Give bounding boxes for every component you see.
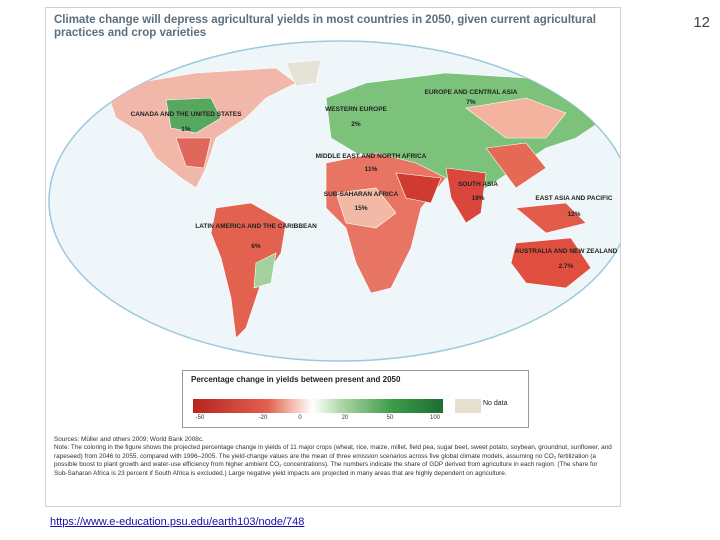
no-data-label: No data bbox=[483, 400, 508, 407]
land-pink bbox=[335, 187, 397, 229]
note: Note: The coloring in the figure shows t… bbox=[54, 444, 612, 477]
source-link[interactable]: https://www.e-education.psu.edu/earth103… bbox=[50, 516, 305, 528]
land-red bbox=[395, 172, 442, 204]
region-label: SUB-SAHARAN AFRICA bbox=[324, 191, 399, 198]
region-label: SOUTH ASIA bbox=[458, 181, 498, 188]
color-scale bbox=[193, 399, 481, 413]
legend-tick: -20 bbox=[258, 415, 268, 421]
land-green bbox=[165, 97, 222, 134]
region-share: 18% bbox=[471, 195, 484, 202]
region-label: EUROPE AND CENTRAL ASIA bbox=[425, 89, 518, 96]
south-america bbox=[210, 202, 287, 339]
region-share: 7% bbox=[466, 99, 476, 106]
sources: Sources: Müller and others 2009; World B… bbox=[54, 436, 204, 443]
region-share: 2% bbox=[351, 121, 361, 128]
no-data-swatch bbox=[455, 399, 481, 413]
region-label: LATIN AMERICA AND THE CARIBBEAN bbox=[195, 223, 317, 230]
region-label: MIDDLE EAST AND NORTH AFRICA bbox=[316, 153, 427, 160]
south-asia bbox=[445, 167, 487, 224]
world-map: CANADA AND THE UNITED STATES 1% WESTERN … bbox=[48, 40, 620, 362]
legend-tick: 0 bbox=[298, 415, 302, 421]
legend: Percentage change in yields between pres… bbox=[182, 370, 529, 428]
figure-title: Climate change will depress agricultural… bbox=[54, 14, 596, 39]
region-label: AUSTRALIA AND NEW ZEALAND bbox=[515, 248, 618, 255]
land-red bbox=[175, 137, 212, 169]
legend-tick: 20 bbox=[341, 415, 349, 421]
slide-number: 12 bbox=[693, 14, 710, 31]
greenland bbox=[285, 59, 322, 87]
region-share: 6% bbox=[251, 243, 261, 250]
land-red bbox=[515, 202, 587, 234]
color-bar bbox=[193, 399, 443, 413]
notes: Sources: Müller and others 2009; World B… bbox=[54, 436, 612, 478]
region-share: 1% bbox=[181, 126, 191, 133]
region-share: 15% bbox=[354, 205, 367, 212]
legend-tick: 50 bbox=[386, 415, 394, 421]
land-red bbox=[485, 142, 547, 189]
legend-title: Percentage change in yields between pres… bbox=[191, 375, 401, 384]
figure: Climate change will depress agricultural… bbox=[45, 7, 621, 507]
new-zealand bbox=[595, 282, 612, 307]
australia bbox=[510, 237, 592, 289]
legend-tick: -50 bbox=[195, 415, 205, 421]
region-share: 2.7% bbox=[559, 263, 574, 270]
region-share: 11% bbox=[365, 166, 378, 173]
region-label: EAST ASIA AND PACIFIC bbox=[535, 195, 612, 202]
land-green bbox=[253, 252, 277, 289]
legend-tick: 100 bbox=[429, 415, 441, 421]
region-label: CANADA AND THE UNITED STATES bbox=[131, 111, 243, 118]
region-share: 12% bbox=[567, 211, 580, 218]
land-pink bbox=[465, 97, 567, 139]
region-label: WESTERN EUROPE bbox=[325, 106, 387, 113]
